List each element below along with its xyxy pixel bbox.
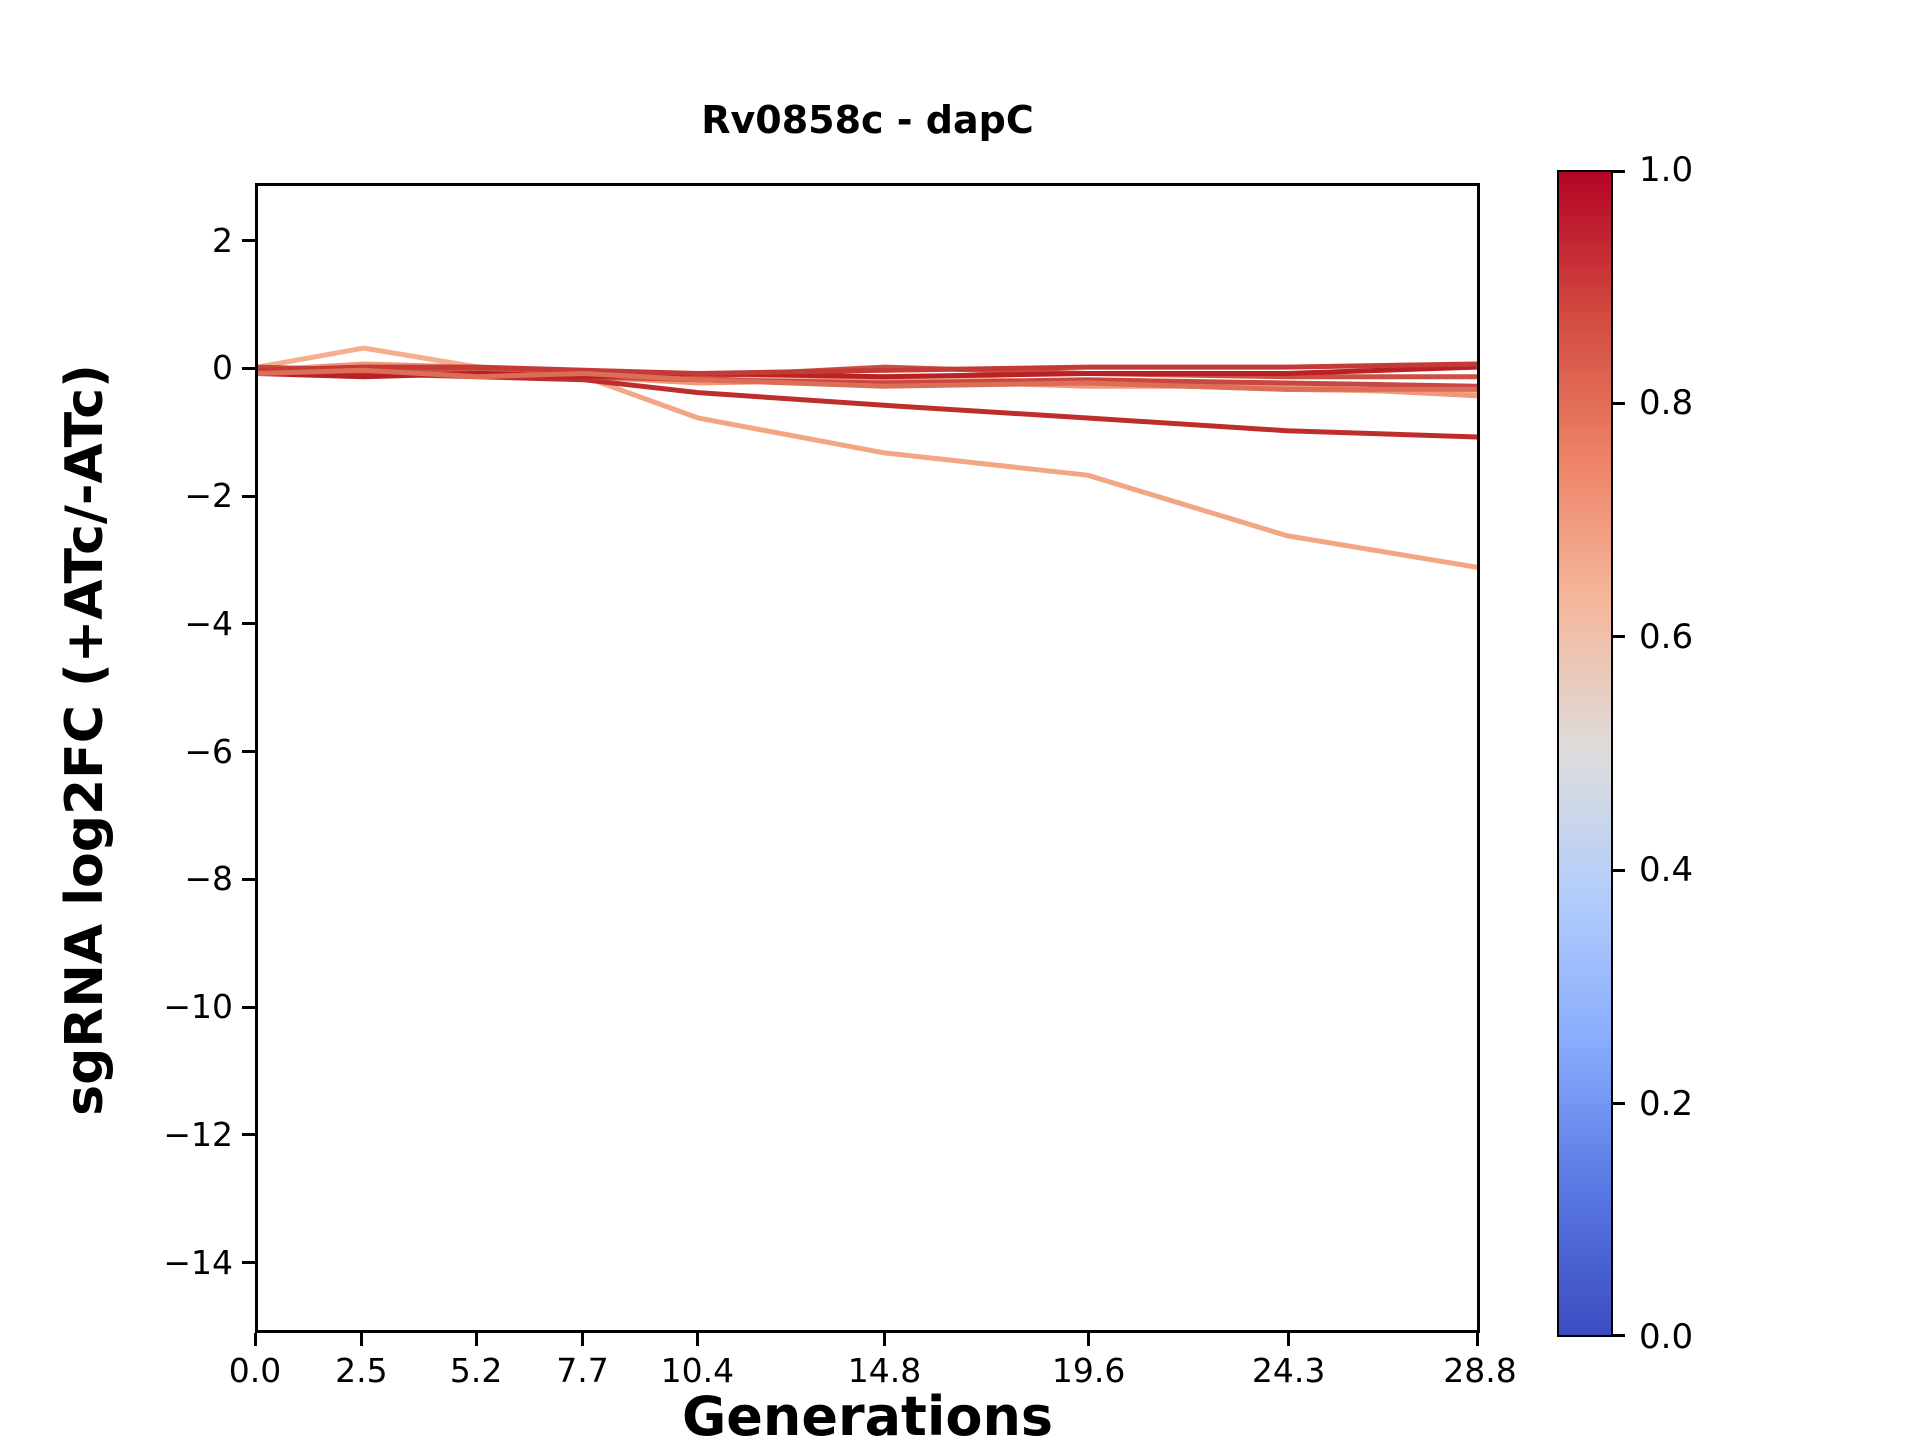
x-tick-mark (359, 1333, 363, 1346)
y-tick-label: −6 (184, 731, 233, 771)
colorbar-tick-label: 0.4 (1639, 850, 1694, 891)
colorbar (1557, 170, 1613, 1337)
y-tick-mark (242, 366, 255, 370)
x-tick-label: 28.8 (1443, 1351, 1517, 1390)
colorbar-tick-label: 0.2 (1639, 1083, 1694, 1124)
y-axis-label: sgRNA log2FC (+ATc/-ATc) (55, 364, 115, 1116)
x-tick-label: 10.4 (660, 1351, 735, 1390)
x-tick-label: 7.7 (556, 1351, 609, 1390)
y-tick-label: −4 (184, 603, 233, 643)
x-tick-mark (1475, 1333, 1479, 1346)
x-axis-label: Generations (681, 1385, 1054, 1440)
y-tick-mark (242, 1005, 255, 1009)
y-tick-label: 0 (212, 348, 233, 388)
colorbar-tick-label: 1.0 (1639, 150, 1694, 190)
y-tick-mark (242, 239, 255, 242)
y-tick-mark (242, 494, 255, 498)
series-line-sgRNA-8 (258, 361, 1477, 376)
x-tick-mark (883, 1333, 886, 1346)
y-tick-mark (242, 1261, 255, 1265)
y-tick-label: −14 (163, 1242, 233, 1282)
x-tick-label: 5.2 (449, 1351, 503, 1390)
line-series-canvas (258, 345, 1477, 570)
y-tick-mark (242, 750, 255, 754)
y-tick-label: −12 (163, 1114, 233, 1154)
x-tick-label: 19.6 (1051, 1351, 1126, 1390)
x-tick-label: 2.5 (335, 1351, 388, 1390)
colorbar-tick-label: 0.0 (1639, 1317, 1694, 1357)
colorbar-tick-label: 0.8 (1639, 383, 1694, 424)
y-tick-label: 2 (212, 220, 233, 260)
colorbar-tick-label: 0.6 (1639, 616, 1694, 657)
series-line-sgRNA-1 (258, 364, 1477, 570)
colorbar-tick-mark (1613, 1102, 1625, 1106)
y-tick-label: −10 (163, 987, 233, 1027)
colorbar-tick-mark (1613, 1334, 1625, 1337)
x-tick-label: 0.0 (228, 1351, 282, 1390)
x-tick-mark (474, 1333, 478, 1346)
colorbar-tick-mark (1613, 170, 1625, 173)
x-tick-label: 14.8 (847, 1351, 922, 1390)
y-tick-mark (242, 1133, 255, 1137)
y-tick-mark (242, 622, 255, 626)
y-tick-label: −2 (184, 476, 233, 516)
plot-area (255, 183, 1480, 1333)
y-tick-label: −8 (184, 859, 233, 899)
x-tick-mark (253, 1333, 257, 1346)
x-tick-mark (581, 1333, 585, 1346)
x-tick-mark (1087, 1333, 1091, 1346)
x-tick-label: 24.3 (1251, 1351, 1326, 1390)
x-tick-mark (695, 1333, 699, 1346)
series-line-sgRNA-9 (258, 367, 1477, 392)
x-tick-mark (1287, 1333, 1291, 1346)
y-tick-mark (242, 877, 255, 881)
colorbar-tick-mark (1613, 635, 1625, 639)
chart-title: Rv0858c - dapC (701, 98, 1034, 142)
colorbar-tick-mark (1613, 868, 1625, 872)
colorbar-gradient (1559, 172, 1611, 1335)
colorbar-tick-mark (1613, 401, 1625, 405)
